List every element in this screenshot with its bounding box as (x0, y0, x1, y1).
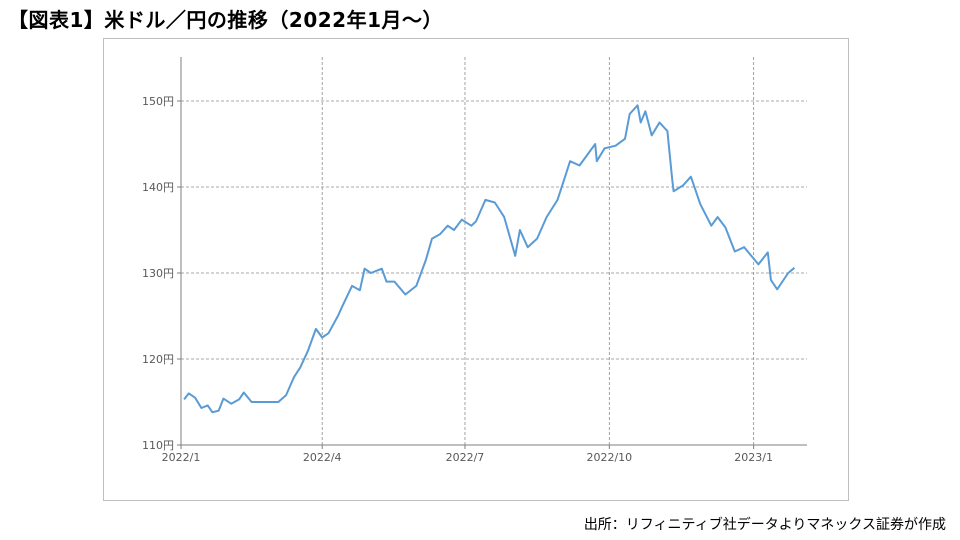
y-tick-label: 140円 (142, 181, 174, 194)
page-title: 【図表1】米ドル／円の推移（2022年1月～） (8, 8, 443, 32)
x-tick-label: 2022/4 (303, 451, 342, 464)
x-tick-label: 2023/1 (734, 451, 773, 464)
x-tick-label: 2022/10 (586, 451, 632, 464)
x-tick-label: 2022/7 (446, 451, 485, 464)
y-tick-label: 150円 (142, 95, 174, 108)
source-note: 出所：リフィニティブ社データよりマネックス証券が作成 (583, 517, 946, 533)
chart-area: 110円 120円 130円 140円 150円 2022/1 2022/4 2022/7 20… (103, 38, 849, 501)
x-tick-label: 2022/1 (162, 451, 201, 464)
y-tick-label: 120円 (142, 353, 174, 366)
y-tick-label: 130円 (142, 267, 174, 280)
usd-jpy-line-chart: 110円 120円 130円 140円 150円 2022/1 2022/4 2022/7 20… (142, 57, 807, 464)
y-tick-label: 110円 (142, 439, 174, 452)
usd-jpy-series-line (183, 104, 796, 414)
